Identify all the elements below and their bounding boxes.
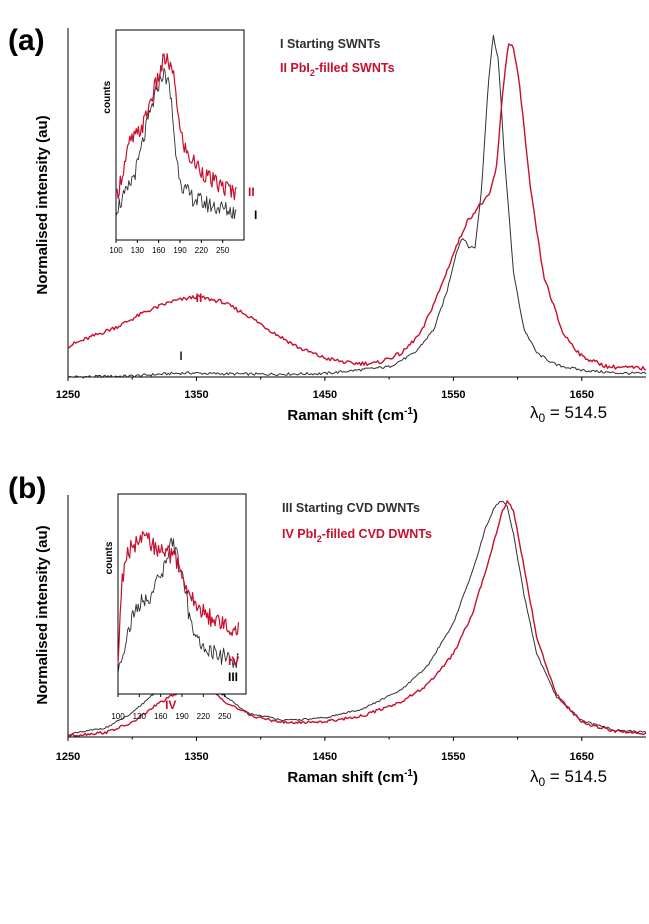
x-tick-label: 1450 — [313, 751, 337, 763]
curve-label-black: I — [179, 349, 182, 363]
chart-panel-a: (a) Normalised intensity (au) 1250 1350 1450… — [8, 24, 647, 425]
x-axis-label: Raman shift (cm-1) — [287, 406, 418, 424]
panel-label: (a) — [8, 24, 45, 57]
chart-panel-b: (b) Normalised intensity (au) 1250 1350 1450… — [8, 472, 647, 789]
x-tick-label: 1450 — [313, 389, 337, 401]
curve-label-red: II — [196, 291, 203, 305]
inset-label-red: II — [248, 185, 255, 199]
inset-x-tick-label: 160 — [152, 246, 166, 255]
x-tick-label: 1350 — [184, 389, 208, 401]
inset-x-tick-label: 190 — [175, 712, 189, 721]
legend: I Starting SWNTs II PbI2-filled SWNTs — [280, 37, 395, 78]
inset-x-tick-label: 250 — [218, 712, 232, 721]
inset-x-tick-label: 100 — [111, 712, 125, 721]
inset-x-tick-label: 190 — [173, 246, 187, 255]
inset-series-red — [117, 530, 240, 664]
legend-entry: IV PbI2-filled CVD DWNTs — [282, 527, 432, 544]
x-tick-label: 1350 — [184, 751, 208, 763]
inset-x-tick-label: 100 — [109, 246, 123, 255]
series-line-red — [67, 43, 647, 371]
inset-series-red — [115, 53, 238, 201]
curve-label-red: IV — [165, 698, 176, 712]
x-tick-label: 1650 — [570, 751, 594, 763]
legend-entry: III Starting CVD DWNTs — [282, 501, 420, 515]
inset-y-label: counts — [104, 541, 115, 574]
x-tick-label: 1250 — [56, 389, 80, 401]
excitation-wavelength-label: λ0 = 514.5 — [530, 767, 607, 789]
y-axis-label: Normalised intensity (au) — [34, 525, 51, 704]
legend-entry: II PbI2-filled SWNTs — [280, 61, 395, 78]
x-tick-label: 1550 — [441, 751, 465, 763]
legend-entry: I Starting SWNTs — [280, 37, 381, 51]
x-tick-label: 1550 — [441, 389, 465, 401]
inset-x-tick-label: 160 — [154, 712, 168, 721]
inset-x-tick-label: 250 — [216, 246, 230, 255]
inset-x-tick-label: 130 — [133, 712, 147, 721]
series-line-red — [67, 500, 647, 738]
inset-x-tick-label: 220 — [195, 246, 209, 255]
y-axis-label: Normalised intensity (au) — [34, 115, 51, 294]
x-tick-label: 1250 — [56, 751, 80, 763]
inset-label-red: IV — [228, 654, 239, 668]
inset-chart: 100 130 160 190 220 250 counts IV III — [104, 493, 247, 721]
inset-y-label: counts — [102, 80, 113, 113]
legend: III Starting CVD DWNTs IV PbI2-filled CVD… — [282, 501, 432, 544]
series-line-black — [67, 34, 647, 379]
x-axis-label: Raman shift (cm-1) — [287, 768, 418, 786]
panel-label: (b) — [8, 472, 46, 505]
inset-series-black — [115, 67, 237, 220]
excitation-wavelength-label: λ0 = 514.5 — [530, 403, 607, 425]
inset-label-black: III — [228, 670, 238, 684]
inset-x-tick-label: 130 — [131, 246, 145, 255]
x-tick-label: 1650 — [570, 389, 594, 401]
inset-label-black: I — [254, 208, 257, 222]
inset-frame — [117, 493, 247, 695]
inset-x-tick-label: 220 — [197, 712, 211, 721]
